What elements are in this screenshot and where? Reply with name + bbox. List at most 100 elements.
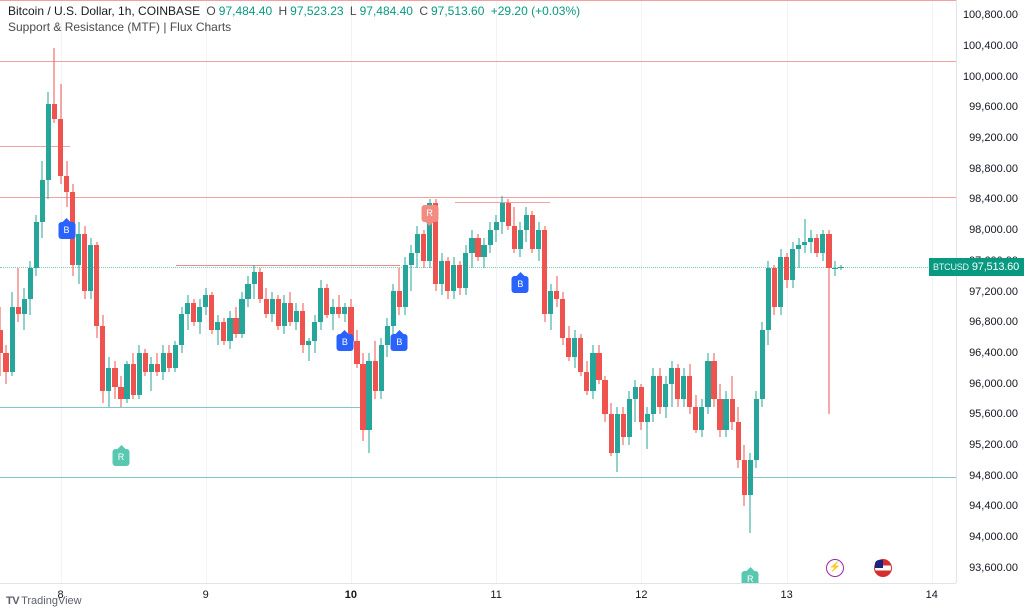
sr-marker: B <box>512 276 529 293</box>
candle <box>542 226 547 322</box>
candle <box>100 315 105 403</box>
candle <box>106 357 111 407</box>
candle <box>112 361 117 399</box>
sr-line <box>0 0 956 1</box>
candle <box>197 299 202 334</box>
y-tick: 95,200.00 <box>969 439 1018 451</box>
candle <box>354 330 359 368</box>
y-tick: 96,400.00 <box>969 347 1018 359</box>
candle <box>814 234 819 257</box>
candle <box>342 303 347 322</box>
candle <box>373 341 378 399</box>
candle <box>252 265 257 300</box>
candle <box>457 261 462 296</box>
candle <box>742 445 747 506</box>
candle <box>687 364 692 414</box>
candle <box>82 226 87 299</box>
candle <box>512 207 517 253</box>
candle <box>506 199 511 230</box>
y-tick: 100,800.00 <box>963 9 1018 21</box>
ohlc-readout: O97,484.40 H97,523.23 L97,484.40 C97,513… <box>203 4 580 18</box>
candle <box>167 345 172 372</box>
candle <box>566 326 571 361</box>
y-tick: 99,200.00 <box>969 132 1018 144</box>
candle <box>191 299 196 326</box>
symbol-title: Bitcoin / U.S. Dollar, 1h, COINBASE <box>8 4 200 18</box>
candle <box>22 288 27 330</box>
candle <box>409 245 414 291</box>
event-icon[interactable]: ⚡ <box>826 559 844 577</box>
y-tick: 98,000.00 <box>969 224 1018 236</box>
candle <box>324 284 329 319</box>
candle <box>366 353 371 453</box>
candle <box>161 345 166 380</box>
candle <box>52 48 57 122</box>
candle <box>185 295 190 330</box>
event-icon[interactable] <box>874 559 892 577</box>
candle <box>336 295 341 318</box>
candle <box>294 303 299 330</box>
y-tick: 99,600.00 <box>969 101 1018 113</box>
candle <box>572 330 577 368</box>
candle <box>421 230 426 268</box>
candle <box>463 245 468 295</box>
sr-marker: B <box>336 334 353 351</box>
candle <box>397 268 402 314</box>
candle <box>590 345 595 399</box>
candle <box>439 253 444 295</box>
candle <box>602 376 607 422</box>
grid-line <box>351 0 352 583</box>
sr-line <box>0 477 956 478</box>
candle <box>621 407 626 445</box>
candle <box>730 376 735 430</box>
candle <box>536 222 541 260</box>
tradingview-watermark[interactable]: TVTradingView <box>6 595 82 607</box>
candle <box>124 361 129 403</box>
candle <box>790 242 795 288</box>
candle <box>276 295 281 330</box>
y-tick: 94,800.00 <box>969 470 1018 482</box>
sr-marker: B <box>58 222 75 239</box>
y-tick: 100,400.00 <box>963 40 1018 52</box>
candle <box>748 453 753 534</box>
candle <box>379 338 384 399</box>
indicator-title: Support & Resistance (MTF) | Flux Charts <box>8 20 231 34</box>
candle <box>306 338 311 361</box>
grid-line <box>641 0 642 583</box>
candle <box>203 288 208 315</box>
candle <box>40 161 45 238</box>
y-tick: 95,600.00 <box>969 408 1018 420</box>
y-tick: 93,600.00 <box>969 562 1018 574</box>
sr-line <box>176 265 400 266</box>
y-tick: 100,000.00 <box>963 71 1018 83</box>
candle <box>403 257 408 315</box>
candle <box>723 391 728 437</box>
candle <box>754 391 759 468</box>
chart-container[interactable]: Bitcoin / U.S. Dollar, 1h, COINBASE O97,… <box>0 0 1024 611</box>
plot-area[interactable]: BRBBRBR⚡ <box>0 0 1024 611</box>
candle <box>58 84 63 184</box>
candle <box>584 361 589 396</box>
candle <box>820 230 825 261</box>
x-axis[interactable]: 891011121314 <box>0 583 956 611</box>
y-tick: 94,400.00 <box>969 500 1018 512</box>
candle <box>179 307 184 353</box>
candle <box>808 230 813 253</box>
candle <box>494 215 499 242</box>
candle <box>609 403 614 457</box>
sr-marker: R <box>113 449 130 466</box>
candle <box>10 292 15 376</box>
candle <box>143 349 148 376</box>
x-tick: 12 <box>635 589 647 601</box>
y-axis[interactable]: 93,600.0094,000.0094,400.0094,800.0095,2… <box>956 0 1024 583</box>
candle <box>518 222 523 257</box>
tv-logo-icon: TV <box>6 595 19 607</box>
candle <box>227 311 232 349</box>
candle <box>481 238 486 269</box>
candle <box>760 322 765 406</box>
candle <box>282 295 287 333</box>
y-tick: 98,800.00 <box>969 163 1018 175</box>
candle <box>76 222 81 283</box>
candle <box>118 376 123 407</box>
candle <box>651 368 656 422</box>
